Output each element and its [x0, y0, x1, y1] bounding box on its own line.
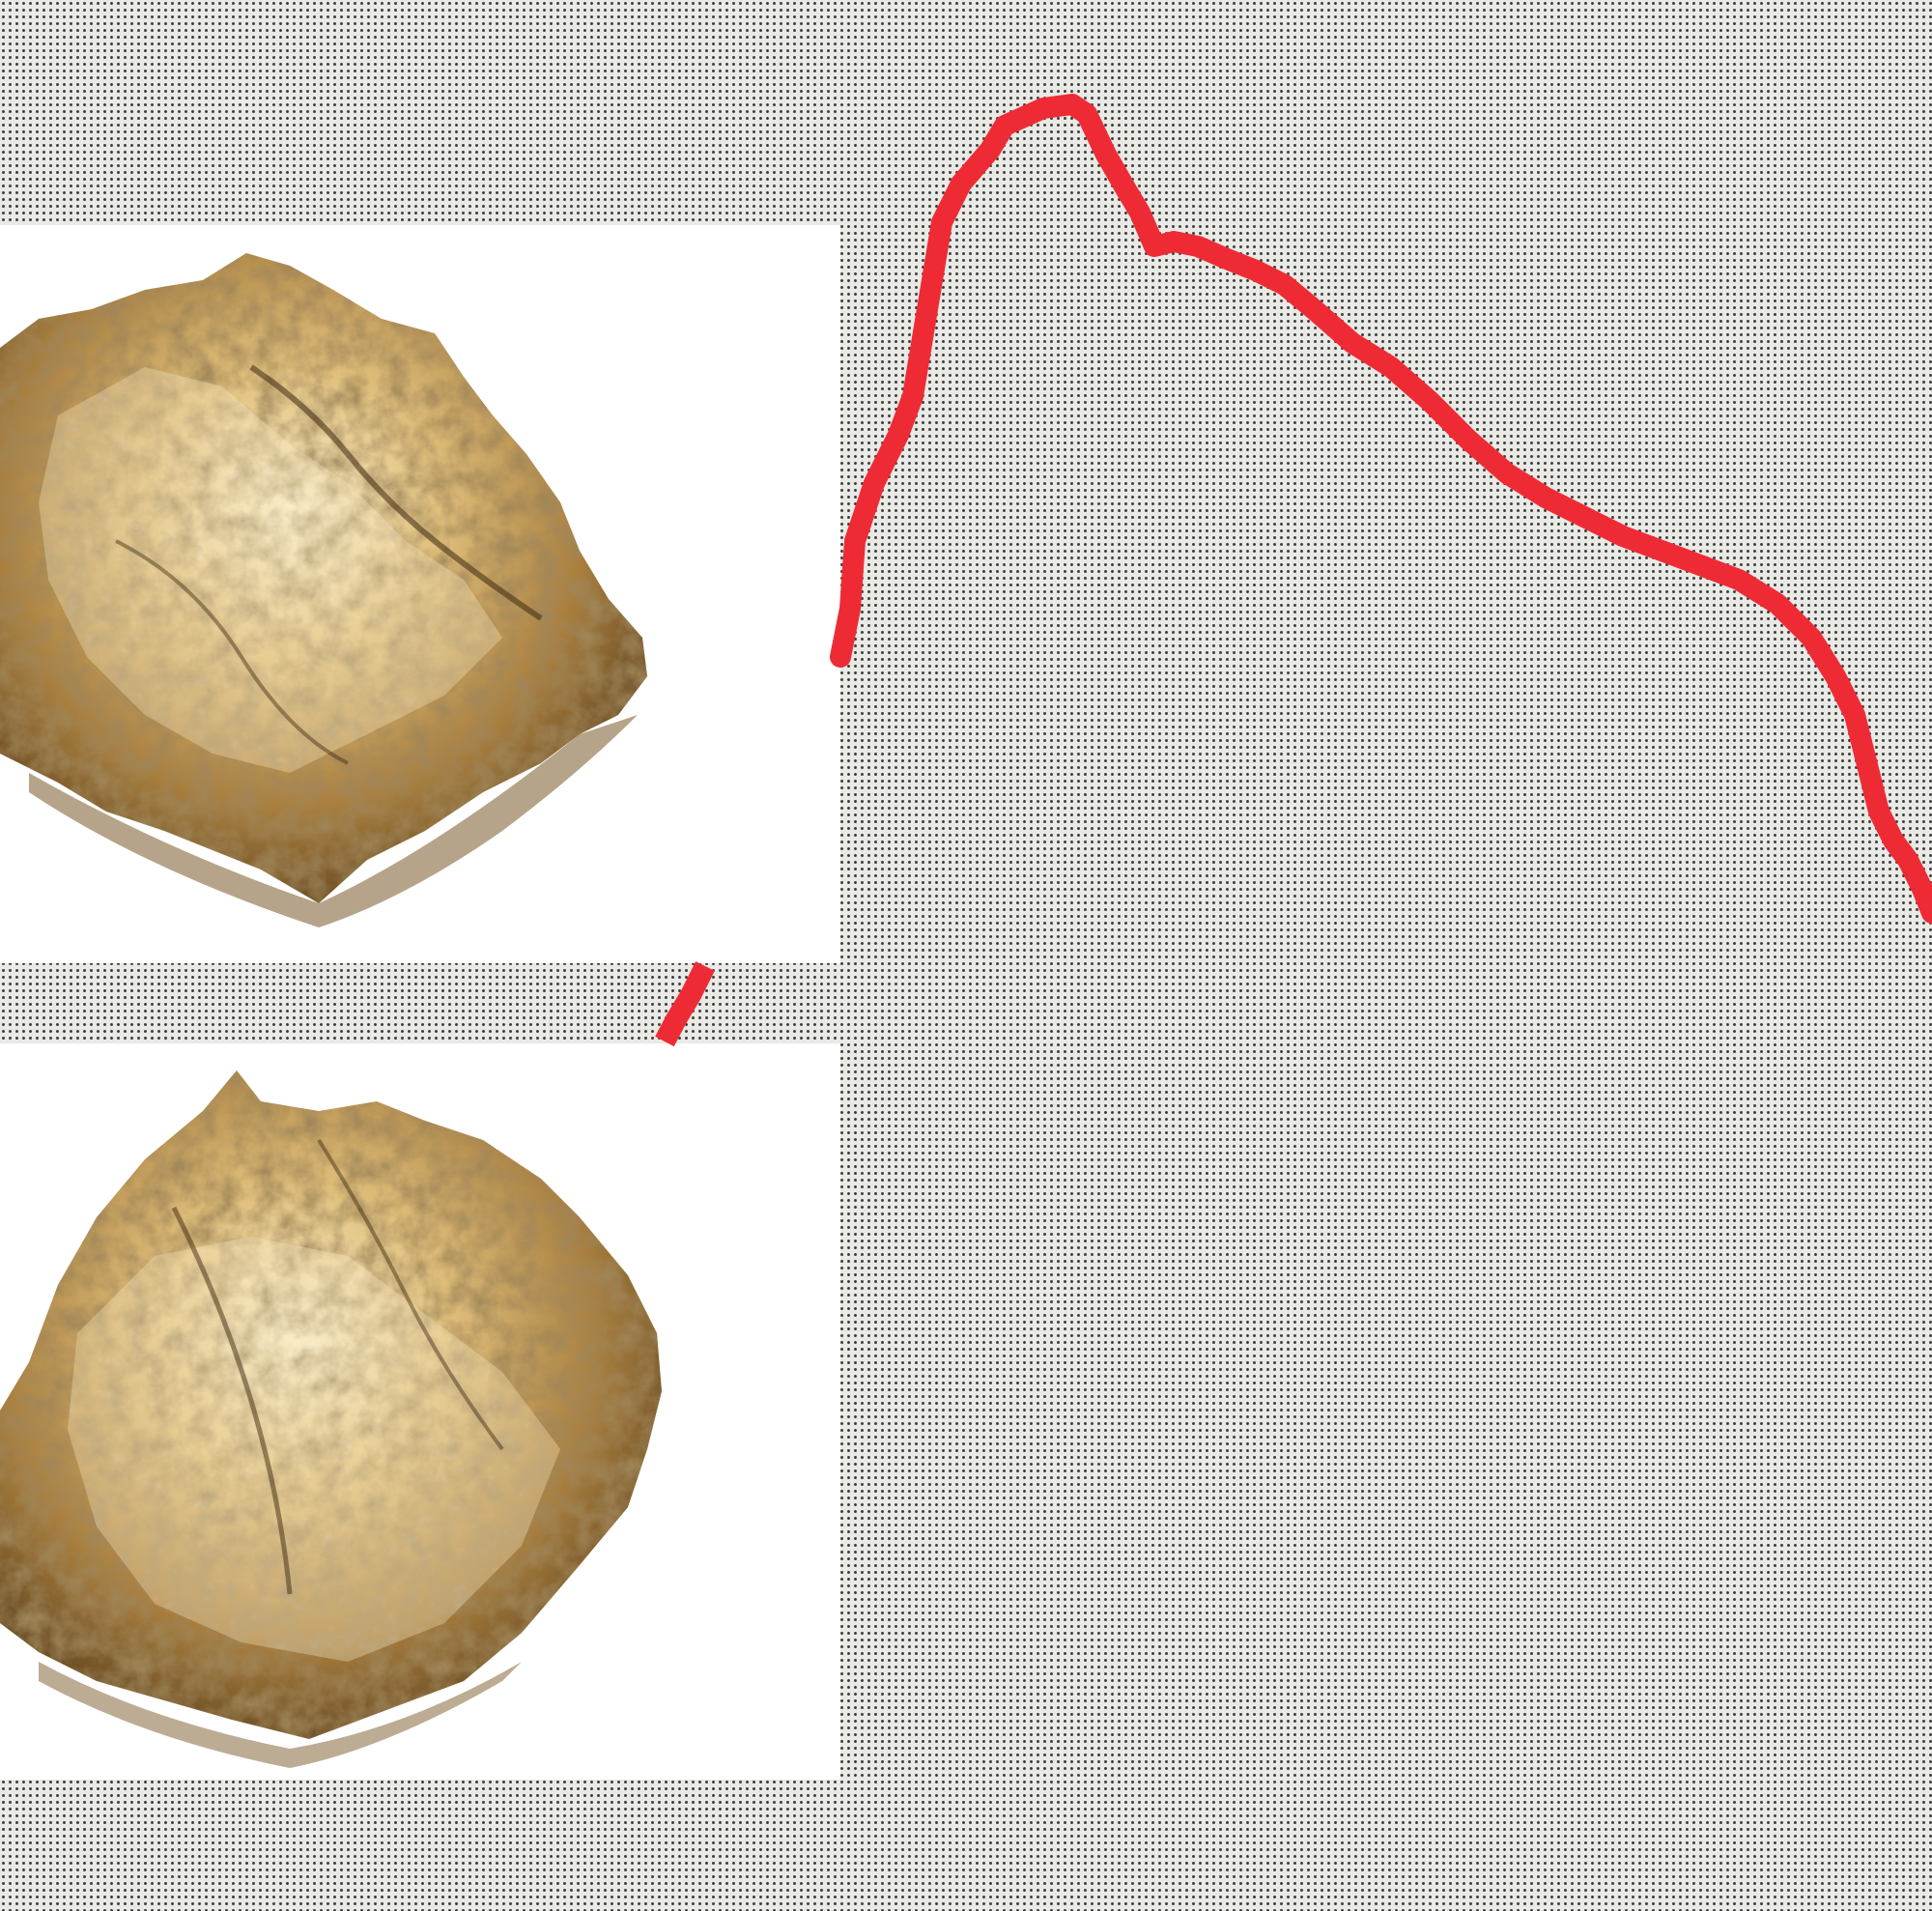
foil-bottom-highlights	[68, 1237, 560, 1662]
red-line-segment-between-panels	[655, 961, 715, 1047]
foil-bottom-crease-2	[317, 1138, 504, 1451]
foil-top-crease-2	[115, 539, 349, 765]
red-line	[655, 94, 1932, 1047]
photo-panel-bottom	[0, 1043, 840, 1780]
photo-panel-top	[0, 225, 840, 963]
foil-shadow-bottom	[39, 1662, 522, 1768]
foil-shadow-top	[29, 715, 638, 927]
foil-bottom-crease	[171, 1206, 293, 1595]
red-line-main	[830, 94, 1932, 924]
foil-top-crease	[249, 364, 543, 621]
foil-top-highlights	[39, 367, 502, 773]
